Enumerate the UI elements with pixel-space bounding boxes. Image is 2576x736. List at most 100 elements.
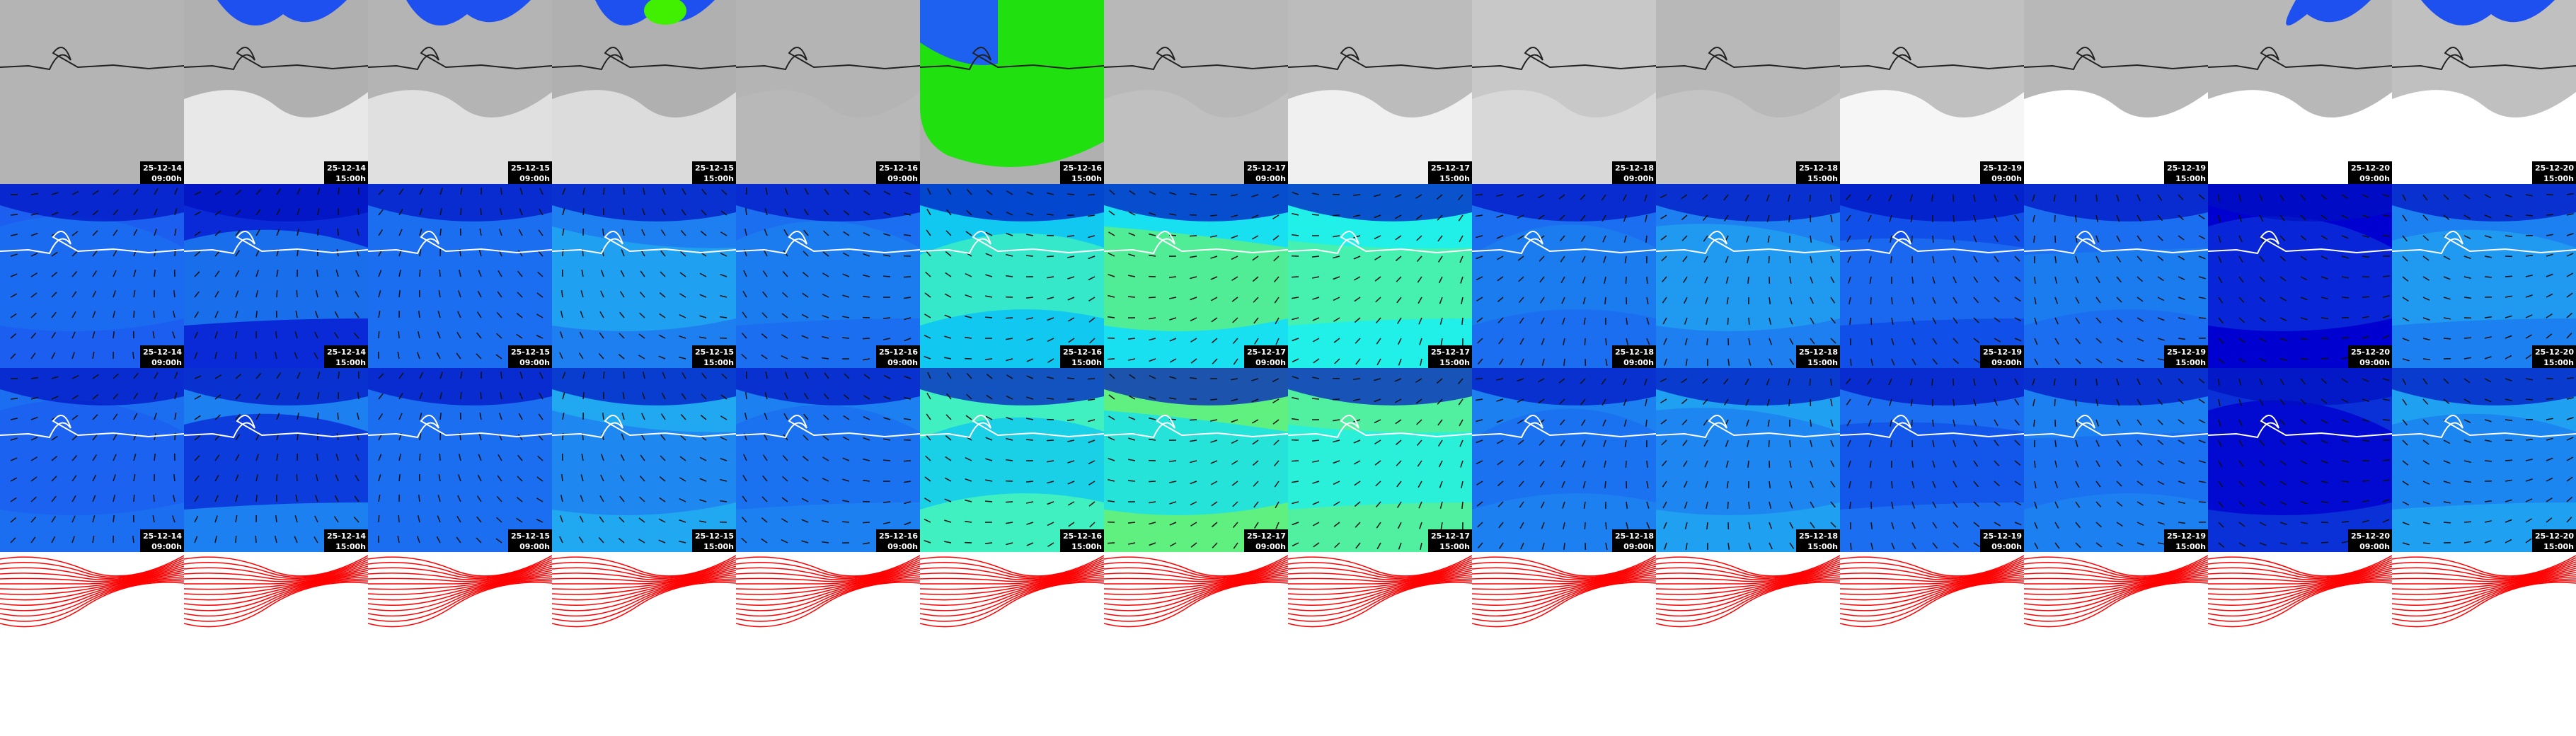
tile-content <box>1472 0 1656 184</box>
wind-arrow <box>2116 542 2124 547</box>
wind-arrow <box>741 353 747 360</box>
isoline <box>2024 559 2208 580</box>
wind-arrow <box>1497 481 1504 487</box>
wind-arrow <box>1026 522 1034 525</box>
isoline <box>0 582 184 628</box>
wind-arrow <box>1231 214 1238 218</box>
timestamp-time: 15:00h <box>335 174 366 183</box>
isoline <box>1656 576 1840 611</box>
wind-arrow <box>1416 419 1422 425</box>
wind-arrow <box>741 517 747 523</box>
wind-arrow <box>2054 398 2056 407</box>
wind-arrow <box>1810 522 1815 529</box>
isoline <box>1472 578 1656 617</box>
wind-arrow <box>1705 481 1708 488</box>
wind-arrow <box>1149 501 1156 504</box>
wind-arrow <box>1540 317 1545 325</box>
wind-arrow <box>843 394 850 400</box>
isoline <box>0 578 184 617</box>
tile-content <box>368 184 552 368</box>
wind-arrow <box>1973 419 1977 427</box>
wind-arrow <box>255 474 258 482</box>
wind-arrow <box>2218 317 2224 324</box>
wind-arrow <box>334 311 339 318</box>
wind-arrow <box>1292 396 1299 400</box>
wind-arrow <box>1420 542 1422 550</box>
tile-content <box>2208 552 2392 736</box>
wind-arrow <box>579 331 584 339</box>
wind-arrow <box>883 233 891 236</box>
timestamp-time: 15:00h <box>1071 174 1102 183</box>
wind-arrow <box>785 188 788 195</box>
wind-arrow <box>1436 194 1443 200</box>
wind-arrow <box>1909 378 1913 386</box>
wind-arrow <box>338 187 340 195</box>
wind-arrow <box>255 433 260 441</box>
wind-arrow <box>1149 375 1156 379</box>
wind-arrow <box>2032 214 2035 222</box>
coastline <box>368 47 552 71</box>
wind-arrow <box>1724 214 1729 222</box>
timestamp-box <box>1060 161 1104 184</box>
wind-arrow <box>1189 192 1197 195</box>
wind-arrow <box>1232 501 1238 507</box>
wind-arrow <box>133 372 139 379</box>
wind-arrow <box>335 454 339 461</box>
wind-arrow <box>1005 275 1013 277</box>
wind-arrow <box>1973 358 1980 364</box>
wind-arrow <box>803 413 809 420</box>
wind-arrow <box>1704 460 1708 468</box>
wind-arrow <box>2054 255 2057 264</box>
wind-arrow <box>1953 317 1958 324</box>
wind-arrow <box>438 290 441 298</box>
wind-arrow <box>1332 398 1340 401</box>
timestamp-time: 15:00h <box>2543 174 2574 183</box>
wind-arrow <box>1973 235 1977 243</box>
wind-arrow <box>1333 522 1340 527</box>
isoline <box>0 572 184 601</box>
tile-content <box>1104 184 1288 368</box>
timestamp-date: 25-12-18 <box>1615 163 1654 173</box>
wind-arrow <box>71 311 76 318</box>
coastline <box>1288 47 1472 71</box>
wind-arrow <box>417 352 420 360</box>
wind-arrow <box>1932 481 1936 488</box>
wind-arrow <box>2566 253 2574 257</box>
wind-arrow <box>2238 255 2243 263</box>
wind-arrow <box>436 352 441 360</box>
wind-arrow <box>2300 338 2308 340</box>
wind-low <box>1472 184 1656 222</box>
wind-arrow <box>2382 398 2390 401</box>
wind-arrow <box>2382 295 2390 298</box>
wind-arrow <box>2116 317 2123 323</box>
wind-arrow <box>1148 297 1156 299</box>
wind-arrow <box>1418 501 1422 509</box>
wind-arrow <box>2505 315 2512 318</box>
wind-arrow <box>2259 439 2265 447</box>
wind-arrow <box>2095 214 2099 222</box>
wind-arrow <box>2525 294 2533 298</box>
wind-arrow <box>477 474 482 482</box>
wind-arrow <box>2137 460 2143 466</box>
timestamp-date: 25-12-16 <box>1063 347 1102 357</box>
wind-arrow <box>619 475 625 482</box>
wind-arrow <box>1129 190 1136 195</box>
wind-arrow <box>1601 378 1606 385</box>
wind-arrow <box>720 394 728 400</box>
wind-arrow <box>1067 317 1075 322</box>
wind-arrow <box>2300 378 2306 385</box>
timestamp-box <box>1612 529 1656 552</box>
isoline <box>1288 563 1472 582</box>
cloud-field <box>368 90 552 184</box>
wind-arrow <box>1353 460 1361 465</box>
wind-arrow <box>700 415 707 420</box>
wind-arrow <box>172 311 176 318</box>
wind-arrow <box>1890 235 1892 243</box>
isoline <box>1840 557 2024 578</box>
wind-arrow <box>10 293 18 298</box>
tile-content <box>0 368 184 552</box>
wind-arrow <box>1476 481 1483 485</box>
isoline <box>368 565 552 585</box>
wind-arrow <box>378 373 384 379</box>
